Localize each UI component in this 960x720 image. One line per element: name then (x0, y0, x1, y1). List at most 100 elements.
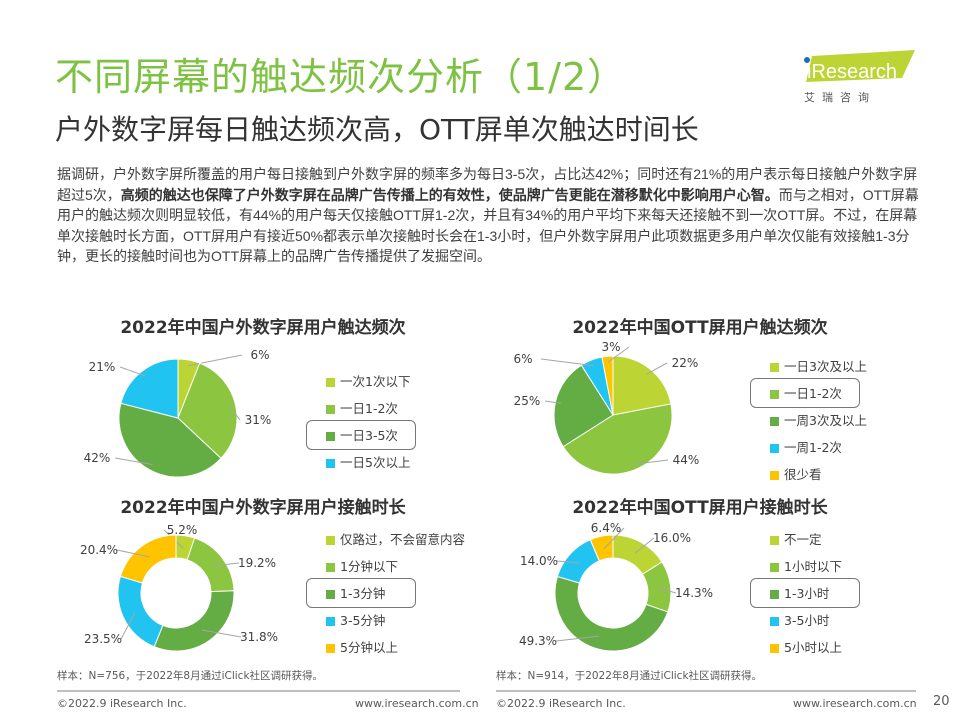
chart-legend: 仅路过，不会留意内容 1分钟以下 1-3分钟 3-5分钟 5分钟以上 (305, 530, 465, 665)
legend-label: 5小时以上 (784, 640, 842, 655)
leader-line (646, 362, 668, 375)
data-label: 49.3% (519, 634, 557, 648)
leader-line (114, 457, 153, 466)
body-text-part: 而与之相对，OTT屏幕用户的触达频次则明显较低，有44%的用户每天仅接触OTT屏… (57, 186, 919, 265)
data-label: 20.4% (80, 543, 118, 557)
legend-swatch (326, 459, 335, 468)
legend-item: 一周1-2次 (770, 438, 867, 465)
legend-label: 1-3小时 (784, 586, 830, 601)
legend-item: 1-3分钟 (305, 578, 465, 611)
data-label: 31% (245, 413, 272, 427)
data-label: 14.3% (675, 586, 713, 600)
legend-swatch (326, 432, 335, 441)
legend-item: 1小时以下 (770, 557, 842, 584)
legend-item: 仅路过，不会留意内容 (326, 530, 465, 557)
legend-item: 一日3次及以上 (770, 357, 867, 384)
leader-line (540, 358, 594, 367)
legend-item: 5分钟以上 (326, 638, 465, 665)
legend-label: 一日1-2次 (784, 386, 842, 401)
data-label: 14.0% (520, 554, 558, 568)
data-label: 6% (513, 352, 532, 366)
slice-2 (186, 537, 235, 593)
data-label: 16.0% (653, 531, 691, 545)
legend-label: 1-3分钟 (340, 586, 386, 601)
legend-label: 仅路过，不会留意内容 (340, 532, 466, 547)
footer-divider (57, 690, 460, 692)
data-label: 5.2% (167, 523, 198, 537)
slice-2 (562, 403, 673, 475)
page-title: 不同屏幕的触达频次分析（1/2） (55, 55, 627, 99)
leader-line (187, 354, 243, 367)
legend-item: 很少看 (770, 465, 867, 492)
legend-swatch (770, 617, 779, 626)
iresearch-logo: iResearch 艾瑞咨询 (804, 50, 915, 104)
sample-note: 样本：N=756，于2022年8月通过iClick社区调研获得。 (57, 670, 324, 682)
legend-item: 5小时以上 (770, 638, 842, 665)
data-label: 6% (250, 348, 269, 362)
chart-title: 2022年中国户外数字屏用户接触时长 (120, 498, 406, 518)
leader-line (119, 366, 146, 377)
legend-swatch (326, 378, 335, 387)
footer-copyright: ©2022.9 iResearch Inc. (57, 697, 187, 710)
data-label: 23.5% (84, 632, 122, 646)
legend-label: 很少看 (784, 467, 822, 482)
slice-4 (117, 575, 164, 648)
legend-swatch (770, 444, 779, 453)
legend-swatch (326, 617, 335, 626)
data-label: 31.8% (240, 630, 278, 644)
slice-5 (589, 534, 614, 562)
leader-line (603, 527, 625, 550)
legend-swatch (770, 390, 779, 399)
legend-label: 3-5小时 (784, 613, 830, 628)
slice-3 (118, 402, 222, 478)
legend-item: 一周3次及以上 (770, 411, 867, 438)
legend-label: 一日1-2次 (340, 401, 398, 416)
leader-line (544, 400, 562, 404)
legend-swatch (770, 471, 779, 480)
legend-label: 一周1-2次 (784, 440, 842, 455)
legend-swatch (326, 405, 335, 414)
leader-line (201, 629, 242, 638)
legend-item: 1-3小时 (750, 578, 860, 611)
footer-url: www.iresearch.com.cn (793, 697, 917, 710)
leader-line (116, 549, 150, 558)
legend-item: 一次1次以下 (326, 372, 410, 399)
legend-swatch (770, 363, 779, 372)
data-label: 21% (89, 360, 116, 374)
footer-divider (496, 690, 916, 692)
legend-label: 3-5分钟 (340, 613, 386, 628)
leader-line (229, 406, 241, 421)
legend-item: 3-5小时 (770, 611, 842, 638)
body-text-part: 据调研，户外数字屏所覆盖的用户每日接触到户外数字屏的频率多为每日3-5次，占比达… (57, 166, 918, 203)
footer-url: www.iresearch.com.cn (355, 697, 479, 710)
legend-label: 1分钟以下 (340, 559, 398, 574)
legend-swatch (770, 417, 779, 426)
slice-1 (612, 355, 672, 416)
sample-note: 样本：N=914，于2022年8月通过iClick社区调研获得。 (496, 670, 763, 682)
legend-swatch (770, 644, 779, 653)
legend-label: 5分钟以上 (340, 640, 398, 655)
legend-label: 1小时以下 (784, 559, 842, 574)
footer-copyright: ©2022.9 iResearch Inc. (496, 697, 626, 710)
svg-text:艾瑞咨询: 艾瑞咨询 (804, 90, 876, 104)
legend-label: 一日3-5次 (340, 428, 398, 443)
legend-label: 一日3次及以上 (784, 359, 867, 374)
body-text-bold: 高频的触达也保障了户外数字屏在品牌广告传播上的有效性，使品牌广告更能在潜移默化中… (120, 186, 779, 203)
legend-swatch (326, 536, 335, 545)
data-label: 22% (672, 356, 699, 370)
legend-swatch (326, 644, 335, 653)
slice-5 (601, 355, 614, 416)
legend-item: 一日3-5次 (305, 420, 417, 453)
slice-3 (554, 575, 669, 652)
leader-line (212, 562, 240, 567)
leader-line (632, 459, 669, 465)
leader-line (120, 612, 136, 640)
legend-label: 一日5次以上 (340, 455, 411, 470)
slice-4 (120, 358, 179, 419)
legend-item: 一日1-2次 (750, 378, 867, 411)
data-label: 3% (601, 340, 620, 354)
chart-legend: 一日3次及以上 一日1-2次一周3次及以上一周1-2次 很少看 (750, 357, 867, 492)
leader-line (657, 587, 677, 594)
